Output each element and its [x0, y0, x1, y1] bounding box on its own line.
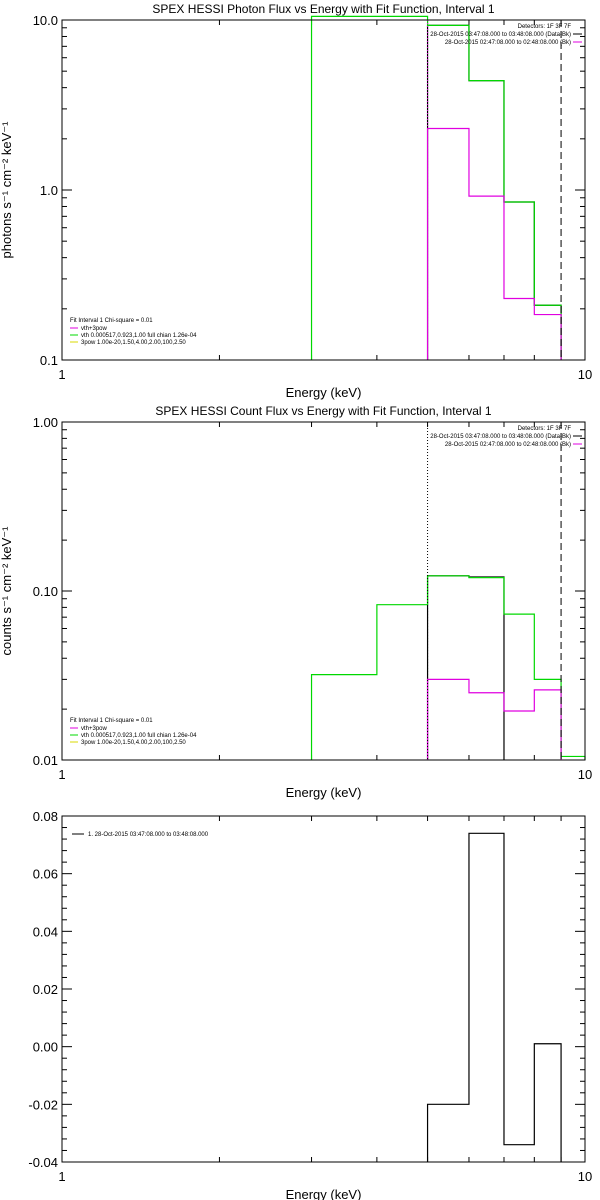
series-1-line	[426, 24, 562, 360]
y-tick-label: 0.1	[40, 353, 58, 368]
x-tick-label: 1	[58, 1169, 65, 1184]
y-tick-label: -0.02	[28, 1097, 58, 1112]
x-axis-label: Energy (keV)	[286, 385, 362, 400]
chart-panel-2: SPEX HESSI Count Flux vs Energy with Fit…	[0, 404, 592, 800]
legend-title: Fit Interval 1 Chi-square = 0.01	[70, 318, 153, 324]
series-2-line	[310, 575, 586, 760]
plot-frame	[61, 815, 586, 1163]
y-tick-label: 0.10	[33, 584, 58, 599]
chart-panel-1: SPEX HESSI Photon Flux vs Energy with Fi…	[0, 2, 592, 400]
legend-entry: 3pow 1.00e-20,1.50,4.00,2.00,100,2.50	[81, 340, 186, 346]
legend-entry: vth 0.000517,0.923,1.00 full chian 1.26e…	[81, 733, 197, 739]
y-tick-label: 0.01	[33, 753, 58, 768]
y-tick-label: -0.04	[28, 1155, 58, 1170]
y-tick-label: 1.00	[33, 415, 58, 430]
y-axis-label: counts s⁻¹ cm⁻² keV⁻¹	[0, 526, 14, 656]
x-tick-label: 1	[58, 367, 65, 382]
y-tick-label: 0.00	[33, 1040, 58, 1055]
header-line: 28-Oct-2015 02:47:08.000 to 02:48:08.000…	[445, 40, 571, 46]
y-tick-label: 0.08	[33, 809, 58, 824]
x-axis-label: Energy (keV)	[286, 1187, 362, 1200]
series-3-line	[426, 127, 562, 360]
series-2-line	[310, 15, 562, 360]
y-tick-label: 1.0	[40, 183, 58, 198]
legend-title: Fit Interval 1 Chi-square = 0.01	[70, 718, 153, 724]
header-line: 28-Oct-2015 02:47:08.000 to 02:48:08.000…	[445, 442, 571, 448]
series-1-line	[426, 832, 562, 1162]
legend-entry: vth+3pow	[81, 326, 108, 332]
legend-entry: 3pow 1.00e-20,1.50,4.00,2.00,100,2.50	[81, 740, 186, 746]
header-line: Detectors: 1F 3F 7F	[518, 24, 572, 30]
x-tick-label: 10	[578, 1169, 592, 1184]
chart-panel-3: 1 10 -0.04 -0.02 0.00 0.02 0.04 0.06 0.08 Energy …	[28, 809, 592, 1200]
plot-frame	[61, 19, 586, 361]
legend-entry: vth 0.000517,0.923,1.00 full chian 1.26e…	[81, 333, 197, 339]
x-tick-label: 10	[578, 367, 592, 382]
y-tick-label: 0.06	[33, 867, 58, 882]
header-line: Detectors: 1F 3F 7F	[518, 426, 572, 432]
legend-entry: 1. 28-Oct-2015 03:47:08.000 to 03:48:08.…	[88, 832, 209, 838]
x-tick-label: 10	[578, 767, 592, 782]
plot-frame	[61, 421, 586, 761]
series-3-line	[426, 678, 562, 760]
y-tick-label: 10.0	[33, 13, 58, 28]
legend-entry: vth+3pow	[81, 726, 108, 732]
x-axis-label: Energy (keV)	[286, 785, 362, 800]
header-line: 28-Oct-2015 03:47:08.000 to 03:48:08.000…	[430, 32, 571, 38]
header-line: 28-Oct-2015 03:47:08.000 to 03:48:08.000…	[430, 434, 571, 440]
chart-title: SPEX HESSI Photon Flux vs Energy with Fi…	[152, 2, 494, 16]
y-tick-label: 0.02	[33, 982, 58, 997]
chart-title: SPEX HESSI Count Flux vs Energy with Fit…	[155, 404, 491, 418]
y-axis-label: photons s⁻¹ cm⁻² keV⁻¹	[0, 121, 14, 259]
x-tick-label: 1	[58, 767, 65, 782]
series-1-line	[426, 575, 505, 760]
y-tick-label: 0.04	[33, 924, 58, 939]
